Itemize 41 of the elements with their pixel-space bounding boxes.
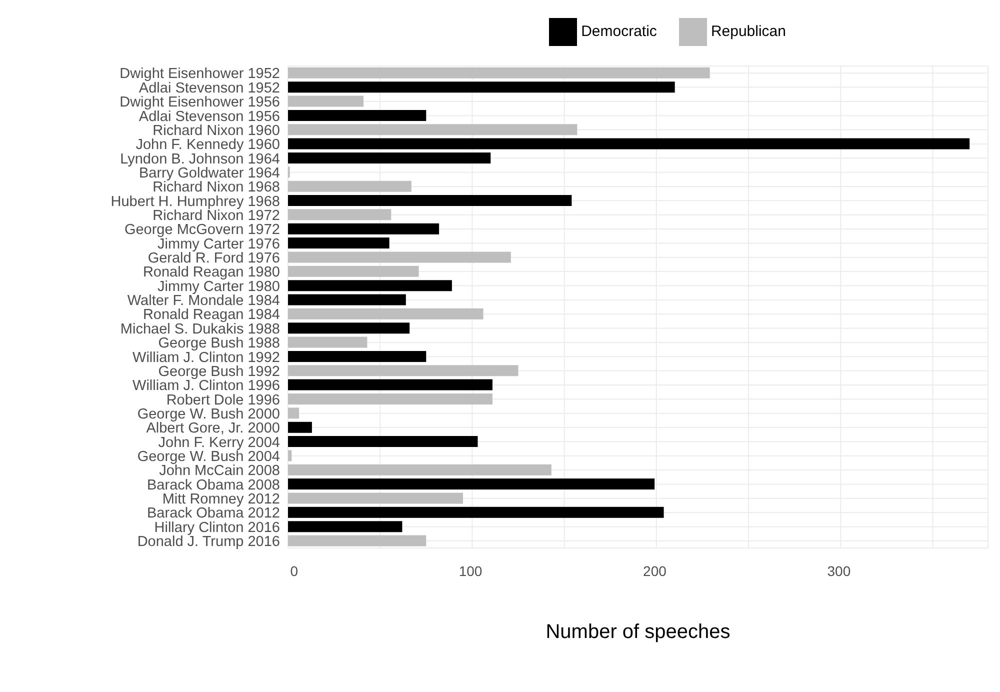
y-tick-label: Barack Obama 2012 [147, 506, 280, 522]
y-tick-label: John McCain 2008 [159, 463, 280, 480]
y-tick-label: William J. Clinton 1992 [132, 350, 280, 366]
x-axis-title: Number of speeches [546, 621, 730, 643]
y-tick-label: William J. Clinton 1996 [132, 378, 280, 394]
y-tick-label: Donald J. Trump 2016 [137, 534, 280, 550]
y-tick-label: Dwight Eisenhower 1956 [120, 94, 280, 111]
x-tick-label: 0 [290, 562, 298, 579]
y-tick-label: Ronald Reagan 1980 [142, 264, 280, 281]
y-tick-label: Hubert H. Humphrey 1968 [110, 194, 280, 210]
y-tick-label: Barry Goldwater 1964 [138, 165, 280, 182]
y-tick-label: Jimmy Carter 1980 [158, 278, 280, 295]
y-tick-label: Adlai Stevenson 1956 [138, 108, 280, 125]
x-tick-label: 200 [643, 562, 667, 579]
y-tick-label: George McGovern 1972 [124, 222, 280, 238]
y-tick-label: Robert Dole 1996 [166, 392, 280, 408]
y-tick-label: Michael S. Dukakis 1988 [120, 321, 280, 338]
y-tick-label: John F. Kerry 2004 [158, 434, 280, 451]
y-tick-label: Barack Obama 2008 [147, 477, 280, 494]
y-tick-label: Ronald Reagan 1984 [142, 307, 280, 324]
legend-label: Democratic [581, 22, 657, 40]
y-tick-label: Gerald R. Ford 1976 [148, 250, 280, 267]
y-tick-label: George W. Bush 2004 [137, 449, 280, 465]
x-tick-label: 300 [827, 562, 851, 579]
y-tick-label: Mitt Romney 2012 [162, 492, 280, 508]
y-tick-label: John F. Kennedy 1960 [136, 137, 280, 154]
y-tick-label: Hillary Clinton 2016 [154, 520, 280, 536]
y-tick-label: Adlai Stevenson 1952 [138, 80, 280, 96]
y-tick-label: Walter F. Mondale 1984 [127, 293, 280, 310]
y-tick-label: Lyndon B. Johnson 1964 [120, 151, 280, 168]
y-tick-label: Albert Gore, Jr. 2000 [146, 420, 280, 437]
y-tick-label: Dwight Eisenhower 1952 [120, 66, 280, 82]
legend-label: Republican [710, 22, 786, 40]
y-tick-label: George Bush 1992 [158, 364, 280, 380]
y-tick-label: Richard Nixon 1968 [152, 180, 280, 196]
y-tick-label: Richard Nixon 1972 [152, 208, 280, 224]
y-tick-label: Jimmy Carter 1976 [158, 236, 280, 252]
y-tick-label: George W. Bush 2000 [137, 406, 280, 422]
x-tick-label: 100 [458, 562, 482, 579]
y-tick-label: George Bush 1988 [158, 336, 280, 352]
y-tick-label: Richard Nixon 1960 [152, 122, 280, 139]
